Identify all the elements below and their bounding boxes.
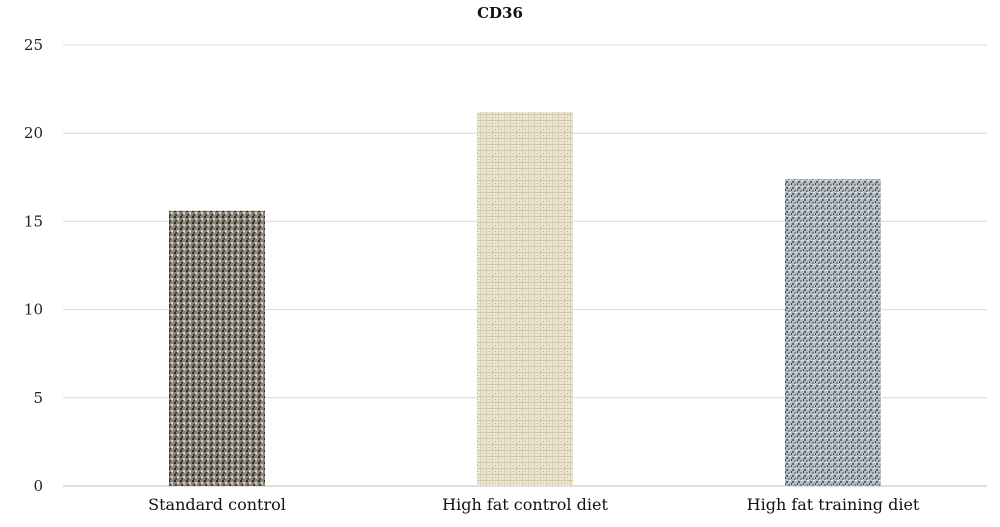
x-tick-label: High fat control diet	[442, 495, 608, 514]
bar-high-fat-control-diet	[477, 112, 573, 487]
chart-title: CD36	[477, 4, 523, 22]
y-tick-label: 20	[24, 124, 43, 142]
x-tick-label: Standard control	[148, 495, 286, 514]
y-tick-label: 10	[24, 301, 43, 319]
y-tick-label: 0	[33, 477, 43, 495]
bar-high-fat-training-diet	[785, 179, 881, 486]
y-tick-label: 15	[24, 212, 43, 230]
x-tick-label: High fat training diet	[747, 495, 920, 514]
y-tick-label: 25	[24, 36, 43, 54]
bar-standard-control	[169, 210, 265, 487]
y-tick-label: 5	[33, 389, 43, 407]
